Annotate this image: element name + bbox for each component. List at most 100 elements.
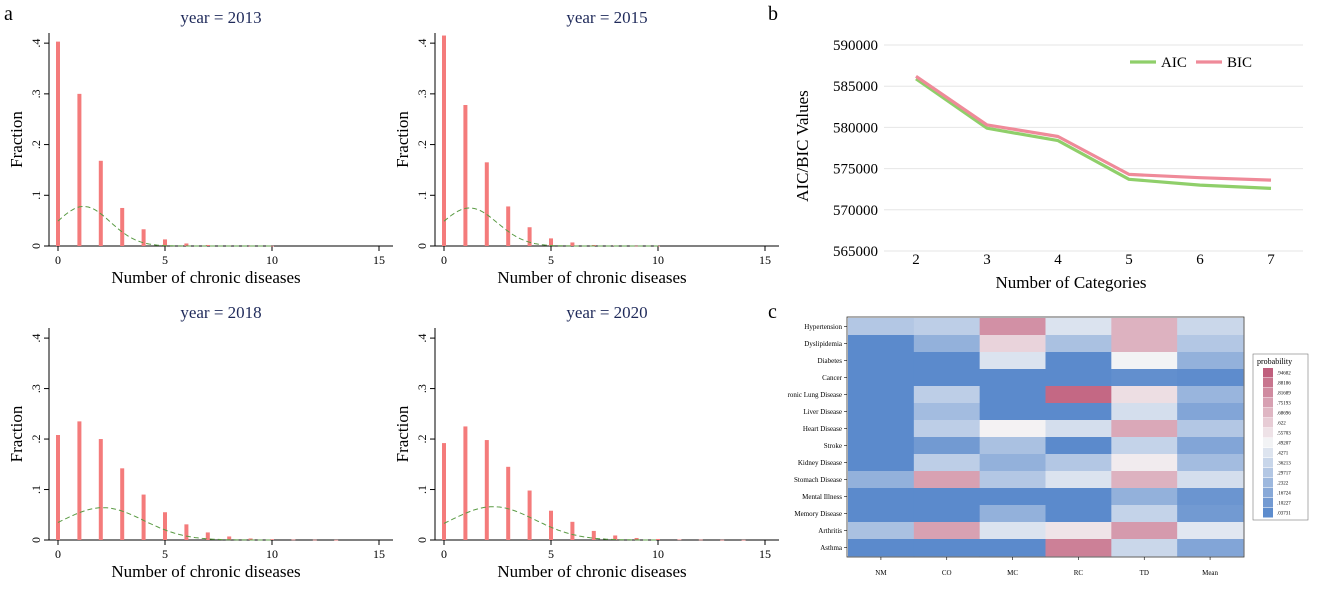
histogram-bar: [591, 244, 596, 246]
histogram-bar: [442, 35, 446, 247]
histogram-bar: [56, 41, 60, 246]
probability-heatmap: Hypertension Dyslipidemia Diabetes Cancer ro…: [788, 316, 1309, 577]
heatmap-cell: [1111, 539, 1178, 557]
colorbar-swatch: [1263, 438, 1273, 448]
histogram-bar: [291, 539, 296, 541]
heatmap-cell: [913, 369, 981, 387]
y-tick-label: 570000: [833, 203, 878, 219]
row-label: ronic Lung Disease: [788, 391, 842, 399]
histogram-bar: [56, 435, 60, 540]
x-tick-label: 10: [652, 547, 664, 561]
y-tick-label: .4: [415, 334, 429, 343]
colorbar-swatch: [1263, 368, 1273, 378]
x-tick-label: 15: [759, 253, 771, 267]
colorbar-swatch: [1263, 498, 1273, 508]
colorbar-label: .16724: [1277, 492, 1291, 497]
heatmap-cell: [979, 454, 1046, 472]
histogram-bar: [312, 539, 317, 541]
histogram-bar: [506, 466, 511, 540]
colorbar-label: .10227: [1277, 502, 1291, 507]
colorbar-swatch: [1263, 448, 1273, 458]
normal-density-curve: [443, 506, 658, 541]
legend-label-bic: BIC: [1227, 55, 1252, 71]
heatmap-cell: [979, 471, 1046, 489]
heatmap-cell: [848, 318, 915, 336]
y-tick-label: .4: [415, 39, 429, 48]
column-label: Mean: [1202, 569, 1218, 577]
y-axis-label: Fraction: [393, 111, 412, 168]
histogram-bar: [656, 538, 660, 540]
histogram-2020: year = 2020 0 .1 .2 .3 .4 0 5 10 15 Number of chro…: [393, 303, 779, 581]
histogram-bar: [98, 160, 103, 246]
heatmap-cell: [1177, 437, 1244, 455]
y-tick-label: .1: [415, 485, 429, 494]
heatmap-cell: [1111, 386, 1178, 404]
colorbar-swatch: [1263, 398, 1273, 408]
x-axis-label: Number of chronic diseases: [497, 268, 686, 287]
x-tick-label: 3: [983, 252, 991, 268]
panel-letter-b: b: [768, 3, 778, 25]
heatmap-cell: [1111, 454, 1178, 472]
histogram-bar: [163, 512, 167, 540]
row-label: Hypertension: [804, 323, 842, 331]
heatmap-cell: [979, 403, 1046, 421]
histogram-bar: [484, 162, 489, 246]
hist-title: year = 2020: [566, 303, 647, 322]
row-label: Heart Disease: [803, 425, 842, 433]
y-tick-label: .2: [29, 435, 43, 444]
histogram-bar: [205, 244, 210, 246]
y-tick-label: 0: [415, 537, 429, 543]
hist-title: year = 2015: [566, 8, 647, 27]
heatmap-cell: [848, 335, 915, 353]
heatmap-cell: [913, 386, 981, 404]
aic-bic-line-chart: 565000 570000 575000 580000 585000 590000 2 3 4 5…: [793, 38, 1303, 292]
heatmap-cell: [1177, 488, 1244, 506]
x-tick-label: 5: [162, 547, 168, 561]
row-label: Arthritis: [818, 527, 842, 535]
heatmap-cell: [1111, 403, 1178, 421]
x-tick-label: 15: [373, 547, 385, 561]
x-axis-label: Number of Categories: [995, 273, 1146, 292]
x-tick-label: 15: [759, 547, 771, 561]
y-axis-label: Fraction: [7, 111, 26, 168]
colorbar-label: .68696: [1277, 412, 1291, 417]
histogram-bar: [527, 227, 532, 246]
heatmap-cell: [1177, 369, 1244, 387]
histogram-bar: [527, 490, 532, 540]
heatmap-cell: [1177, 522, 1244, 540]
colorbar-label: .2322: [1277, 482, 1289, 487]
x-axis-label: Number of chronic diseases: [111, 562, 300, 581]
x-tick-label: 0: [441, 547, 447, 561]
heatmap-cell: [1045, 318, 1112, 336]
histogram-2018: year = 2018 0 .1 .2 .3 .4 0 5 10 15 Number of chro…: [7, 303, 393, 581]
histogram-bar: [270, 539, 274, 540]
heatmap-cell: [1177, 505, 1244, 523]
y-axis-label: Fraction: [393, 405, 412, 462]
column-label: MC: [1007, 569, 1018, 577]
colorbar-label: .75193: [1277, 402, 1291, 407]
hist-title: year = 2018: [180, 303, 261, 322]
heatmap-cell: [848, 454, 915, 472]
colorbar-swatch: [1263, 378, 1273, 388]
heatmap-cell: [1177, 539, 1244, 557]
heatmap-cell: [913, 335, 981, 353]
histogram-bar: [634, 245, 639, 247]
histogram-bar: [120, 207, 125, 246]
heatmap-cell: [1177, 318, 1244, 336]
histogram-bar: [634, 537, 639, 540]
heatmap-cell: [979, 420, 1046, 438]
heatmap-cell: [1045, 437, 1112, 455]
y-axis-label: Fraction: [7, 405, 26, 462]
row-label: Kidney Disease: [798, 459, 842, 467]
histogram-bar: [506, 206, 511, 246]
heatmap-cell: [848, 403, 915, 421]
histogram-bar: [98, 439, 103, 540]
heatmap-cell: [1111, 437, 1178, 455]
row-label: Asthma: [820, 544, 843, 552]
heatmap-cell: [848, 420, 915, 438]
histogram-bar: [549, 510, 553, 540]
heatmap-cell: [1045, 454, 1112, 472]
heatmap-cell: [848, 471, 915, 489]
row-label: Dyslipidemia: [804, 340, 843, 348]
x-tick-label: 0: [55, 253, 61, 267]
